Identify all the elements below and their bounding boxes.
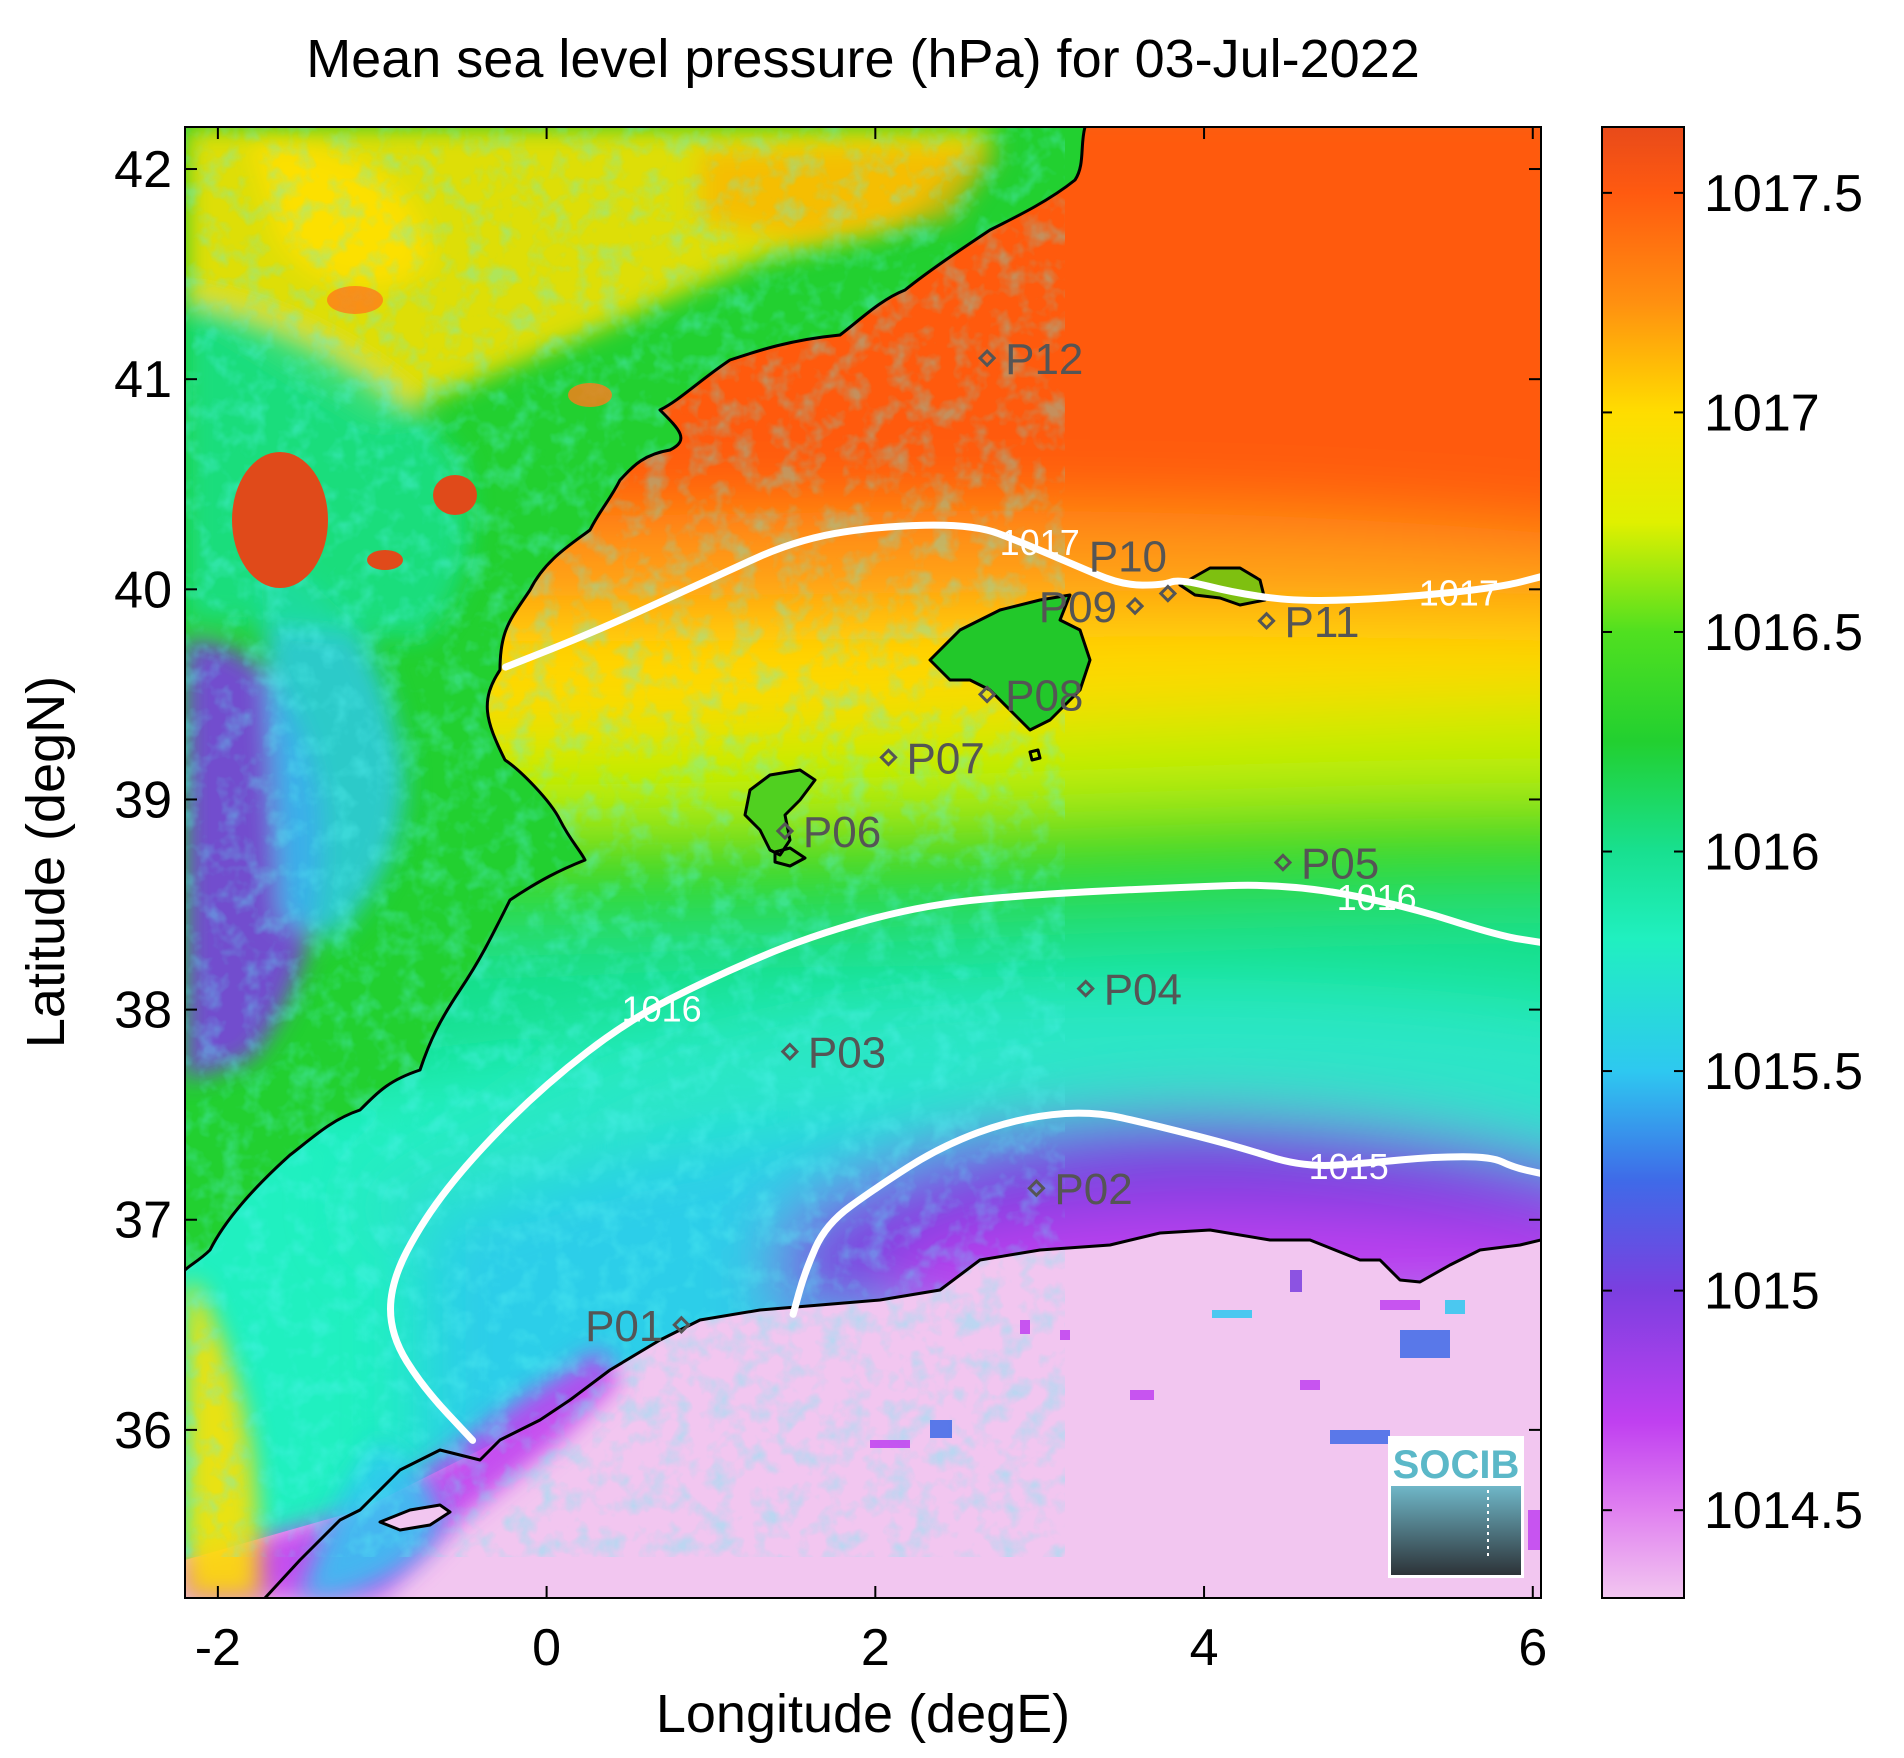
x-tick-label: 4 (1190, 1619, 1219, 1677)
station-marker (775, 821, 795, 841)
isobars: 1017 1017 1016 1016 1015 (386, 521, 1541, 1444)
isobar-label: 1017 (1000, 522, 1080, 563)
colorbar-tick-label: 1015.5 (1704, 1043, 1863, 1101)
station-label: P01 (585, 1302, 663, 1351)
africa-speckles (870, 1270, 1541, 1550)
y-tick-label: 38 (114, 982, 172, 1040)
x-tick-label: 0 (532, 1619, 561, 1677)
station-marker (1027, 1179, 1046, 1198)
relief-highlands-c (367, 550, 403, 570)
y-axis-label: Latitude (degN) (16, 676, 76, 1048)
station-label: P06 (803, 808, 881, 857)
relief-highlands-a (232, 452, 328, 588)
y-axis: 36 37 38 39 40 41 42 (114, 141, 1541, 1460)
isobar-label: 1015 (1309, 1146, 1389, 1187)
colorbar-ticks: 1014.5 1015 1015.5 1016 1016.5 1017 1017.5 (1602, 165, 1863, 1540)
iberia-relief (185, 127, 1000, 1598)
isobar-1016 (386, 881, 1541, 1444)
y-tick-label: 37 (114, 1192, 172, 1250)
coastlines (185, 127, 1541, 1598)
station-label: P12 (1005, 335, 1083, 384)
alboran-land (380, 1505, 450, 1530)
isobar-1015 (789, 1109, 1541, 1318)
mallorca-coast (928, 593, 1092, 732)
isobar-label: 1016 (1337, 877, 1417, 918)
relief-highlands-b (433, 475, 477, 515)
x-axis: -2 0 2 4 6 (195, 127, 1547, 1677)
relief-highlands-e (568, 383, 612, 407)
y-tick-label: 42 (114, 141, 172, 199)
plot-frame (184, 126, 1542, 1599)
isobar-label: 1017 (1419, 573, 1499, 614)
isobar-1017 (502, 521, 1541, 671)
alboran-coast (378, 1503, 452, 1532)
station-label: P10 (1089, 533, 1167, 582)
relief-speckle (185, 127, 985, 1427)
station-label: P05 (1301, 840, 1379, 889)
station-label: P03 (808, 1029, 886, 1078)
station-marker (977, 348, 997, 368)
colorbar-tick-label: 1016.5 (1704, 604, 1863, 662)
station-label: P02 (1054, 1165, 1132, 1214)
y-tick-label: 41 (114, 351, 172, 409)
mallorca-land (930, 595, 1090, 730)
colorbar-tick-label: 1017.5 (1704, 165, 1863, 223)
colorbar-tick-label: 1017 (1704, 384, 1820, 442)
colorbar-tick-label: 1014.5 (1704, 1482, 1863, 1540)
station-marker (672, 1315, 691, 1335)
cabrera-coast (1028, 748, 1042, 762)
station-marker (780, 1042, 800, 1061)
x-axis-label: Longitude (degE) (656, 1684, 1070, 1744)
station-marker (1257, 611, 1276, 631)
socib-logo: SOCIB (1388, 1436, 1524, 1578)
y-tick-label: 39 (114, 771, 172, 829)
logo-text: SOCIB (1393, 1443, 1520, 1487)
station-marker (879, 748, 898, 767)
x-tick-label: 2 (861, 1619, 890, 1677)
station-label: P09 (1039, 583, 1117, 632)
chart-title: Mean sea level pressure (hPa) for 03-Jul… (306, 29, 1420, 89)
relief-highlands-d (327, 286, 383, 314)
isobar-label: 1016 (622, 989, 702, 1030)
y-tick-label: 40 (114, 561, 172, 619)
station-label: P07 (906, 734, 984, 783)
colorbar: 1014.5 1015 1015.5 1016 1016.5 1017 1017.5 (1601, 126, 1863, 1599)
station-marker (1125, 596, 1145, 616)
africa-coast (263, 1228, 1541, 1598)
station-marker (977, 685, 997, 704)
colorbar-bar (1601, 126, 1685, 1599)
formentera-coast (773, 846, 807, 868)
colorbar-tick-label: 1016 (1704, 824, 1820, 882)
station-marker (1158, 584, 1178, 603)
iberia-coast (185, 127, 1087, 1272)
colorbar-tick-label: 1015 (1704, 1263, 1820, 1321)
x-tick-label: 6 (1518, 1619, 1547, 1677)
y-tick-label: 36 (114, 1402, 172, 1460)
station-label: P11 (1285, 598, 1360, 647)
station-label: P08 (1005, 671, 1083, 720)
station-label: P04 (1104, 966, 1182, 1015)
x-tick-label: -2 (195, 1619, 241, 1677)
station-marker (1076, 979, 1095, 998)
station-marker (1273, 853, 1293, 872)
